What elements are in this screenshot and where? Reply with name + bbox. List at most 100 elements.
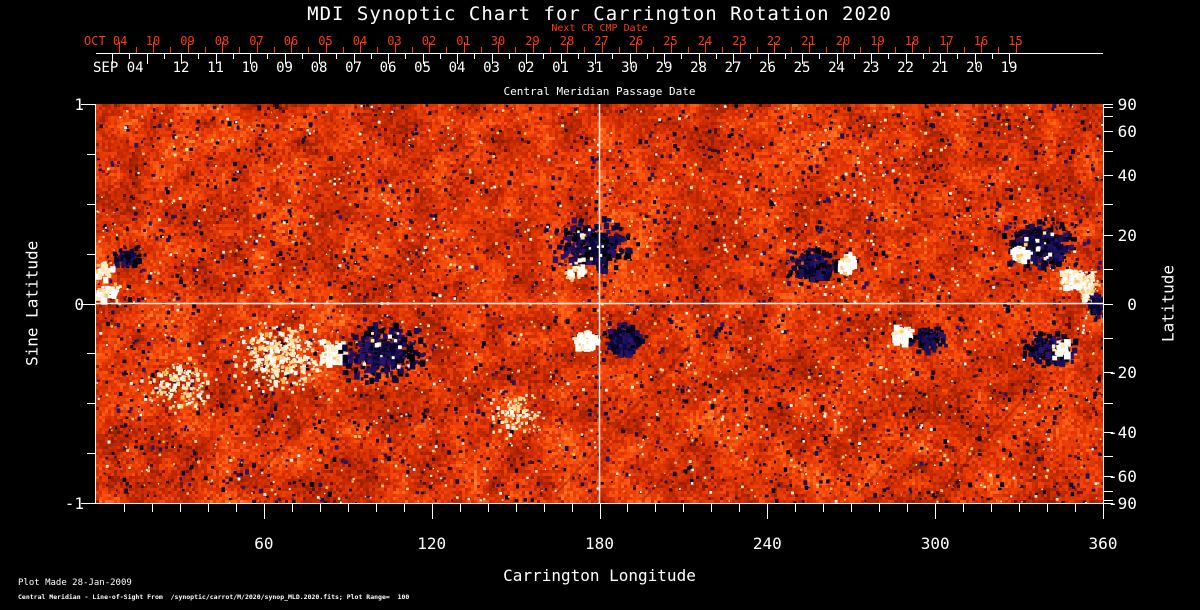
chart-title: MDI Synoptic Chart for Carrington Rotati… <box>307 3 892 25</box>
axis-tick <box>459 504 461 512</box>
axis-tick <box>370 54 372 59</box>
axis-tick <box>560 54 562 64</box>
red-date-tick <box>291 42 292 53</box>
red-date-tick <box>912 42 913 53</box>
axis-tick <box>681 54 683 59</box>
red-date-tick <box>929 47 931 53</box>
bottom-tick-label: 120 <box>417 534 447 553</box>
white-day-label: 29 <box>655 60 673 76</box>
axis-tick <box>347 504 349 512</box>
axis-tick <box>664 54 665 64</box>
axis-tick <box>802 54 803 64</box>
right-tick-label: -60 <box>1108 467 1137 487</box>
axis-tick <box>151 504 153 512</box>
axis-tick <box>543 504 545 512</box>
bottom-tick-label: 60 <box>254 534 274 553</box>
axis-tick <box>215 54 217 64</box>
white-month-label: SEP 04 <box>93 60 144 76</box>
red-date-tick <box>860 47 862 53</box>
axis-tick <box>627 504 629 512</box>
axis-tick <box>163 54 165 59</box>
axis-tick <box>319 54 320 64</box>
red-date-tick <box>153 42 154 53</box>
axis-tick <box>1104 503 1113 504</box>
axis-tick <box>1104 491 1113 492</box>
red-day-label: 07 <box>249 34 264 48</box>
red-day-label: 29 <box>525 34 540 48</box>
axis-tick <box>207 504 209 512</box>
right-tick-label: -20 <box>1108 362 1137 382</box>
axis-tick <box>81 304 95 305</box>
axis-tick <box>1104 151 1113 152</box>
red-date-tick <box>429 42 430 53</box>
axis-tick <box>301 54 303 59</box>
red-date-tick <box>791 47 793 53</box>
axis-tick <box>250 54 251 64</box>
red-day-label: 05 <box>318 34 333 48</box>
red-date-tick <box>584 47 586 53</box>
red-date-tick <box>308 47 310 53</box>
axis-tick <box>711 504 713 512</box>
red-date-tick <box>618 47 620 53</box>
right-tick-label: 20 <box>1108 226 1137 246</box>
right-axis-title: Latitude <box>1158 264 1178 343</box>
axis-tick <box>922 54 924 59</box>
red-day-label: 02 <box>421 34 437 48</box>
axis-tick <box>963 504 965 512</box>
axis-tick <box>439 54 441 59</box>
red-date-tick <box>981 42 982 53</box>
red-date-tick <box>653 47 655 53</box>
plot-made-label: Plot Made 28-Jan-2009 <box>18 578 132 588</box>
red-date-tick <box>687 47 689 53</box>
axis-tick <box>179 504 181 512</box>
right-tick-label: 40 <box>1108 166 1137 186</box>
axis-tick <box>526 54 527 64</box>
source-path-label: Central Meridian - Line-of-Sight From /s… <box>18 593 410 601</box>
red-date-tick <box>1015 42 1017 53</box>
red-date-tick <box>377 47 379 53</box>
white-day-label: 10 <box>241 60 259 76</box>
axis-tick <box>405 54 407 59</box>
axis-tick <box>403 504 405 512</box>
red-date-tick <box>360 42 361 53</box>
axis-tick <box>1104 131 1113 132</box>
axis-tick <box>595 54 596 64</box>
axis-tick <box>353 54 355 64</box>
axis-tick <box>388 54 389 64</box>
red-day-label: 24 <box>697 34 713 48</box>
axis-tick <box>851 504 853 512</box>
axis-tick <box>284 54 286 64</box>
red-day-label: 19 <box>870 34 885 48</box>
red-date-tick <box>498 42 499 53</box>
white-day-label: 24 <box>828 60 845 76</box>
axis-tick <box>87 204 95 205</box>
axis-tick <box>291 504 293 512</box>
red-date-tick <box>394 42 396 53</box>
axis-tick <box>1104 175 1113 176</box>
red-day-label: 08 <box>214 34 230 48</box>
red-date-tick <box>222 42 223 53</box>
axis-tick <box>698 54 700 64</box>
axis-tick <box>1104 104 1113 105</box>
red-date-tick <box>998 47 1000 53</box>
axis-tick <box>940 54 941 64</box>
top-date-axis-line <box>96 53 1103 54</box>
axis-tick <box>871 54 872 64</box>
axis-tick <box>112 54 113 64</box>
right-tick-label: -40 <box>1108 422 1137 442</box>
axis-tick <box>819 54 821 59</box>
bottom-axis-title: Carrington Longitude <box>503 566 696 585</box>
axis-tick <box>767 504 769 519</box>
red-day-label: 03 <box>387 34 402 48</box>
red-date-tick <box>135 47 137 53</box>
red-day-label: 20 <box>835 34 851 48</box>
axis-tick <box>1019 504 1021 512</box>
axis-tick <box>431 504 433 519</box>
red-day-label: 10 <box>145 34 161 48</box>
axis-tick <box>1009 54 1010 64</box>
bottom-tick-label: 300 <box>920 534 950 553</box>
left-tick-label: -1 <box>64 494 84 513</box>
axis-tick <box>319 504 321 512</box>
red-date-tick <box>808 42 810 53</box>
white-day-label: 21 <box>931 60 949 76</box>
